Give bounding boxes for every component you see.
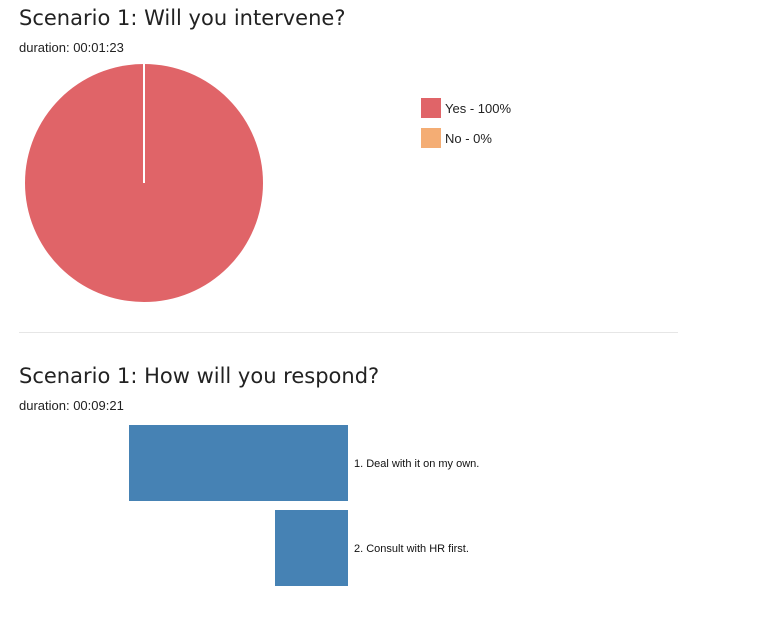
bar-2 xyxy=(275,510,348,586)
bar-chart-title: Scenario 1: How will you respond? xyxy=(19,364,380,388)
bar-section: Scenario 1: How will you respond? durati… xyxy=(19,364,379,413)
bar-duration: duration: 00:09:21 xyxy=(19,398,124,413)
pie-chart-title: Scenario 1: Will you intervene? xyxy=(19,6,346,30)
pie-legend: Yes - 100% No - 0% xyxy=(421,98,511,158)
bar-1 xyxy=(129,425,348,501)
bar-label-2: 2. Consult with HR first. xyxy=(354,543,469,555)
legend-label-yes: Yes - 100% xyxy=(445,100,512,116)
bar-chart: 1. Deal with it on my own. 2. Consult wit… xyxy=(129,425,479,586)
bar-label-1: 1. Deal with it on my own. xyxy=(354,458,479,470)
pie-chart xyxy=(25,64,263,302)
legend-label-no: No - 0% xyxy=(445,130,492,146)
legend-item-no: No - 0% xyxy=(421,128,511,148)
legend-swatch-no xyxy=(421,128,441,148)
legend-item-yes: Yes - 100% xyxy=(421,98,511,118)
pie-section: Scenario 1: Will you intervene? duration… xyxy=(19,6,345,55)
section-divider xyxy=(19,332,678,333)
pie-duration: duration: 00:01:23 xyxy=(19,40,124,55)
legend-swatch-yes xyxy=(421,98,441,118)
